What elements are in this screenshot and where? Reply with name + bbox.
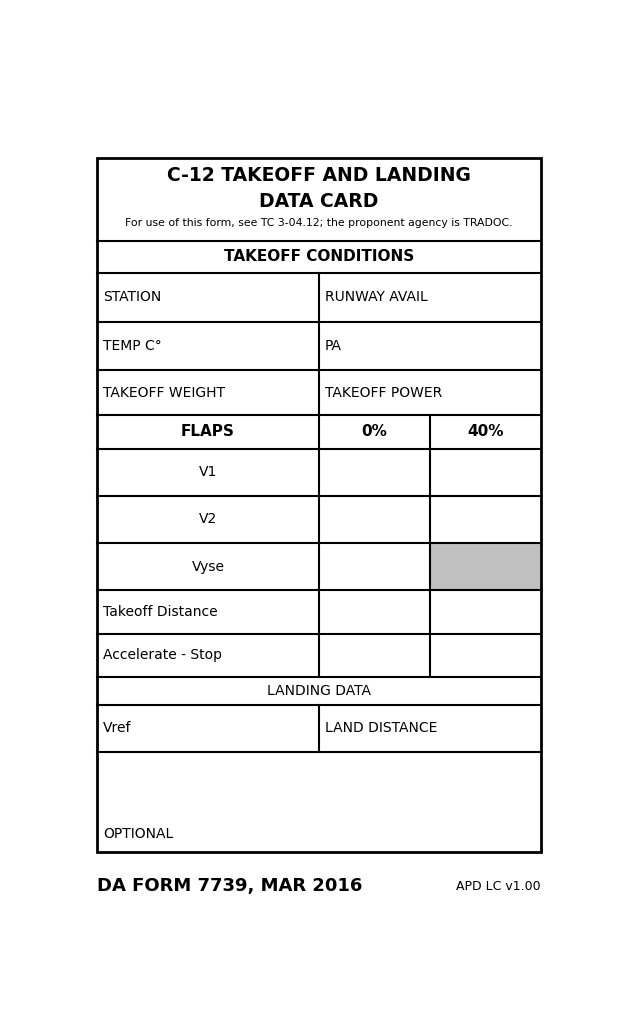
Text: C-12 TAKEOFF AND LANDING: C-12 TAKEOFF AND LANDING xyxy=(167,166,471,185)
Text: Vyse: Vyse xyxy=(192,560,225,573)
Text: FLAPS: FLAPS xyxy=(181,425,235,439)
Text: DATA CARD: DATA CARD xyxy=(259,193,378,211)
Text: PA: PA xyxy=(325,339,341,353)
Text: LANDING DATA: LANDING DATA xyxy=(267,684,371,698)
Bar xyxy=(430,543,541,591)
Text: TAKEOFF WEIGHT: TAKEOFF WEIGHT xyxy=(103,386,225,400)
Text: 0%: 0% xyxy=(361,425,387,439)
Text: LAND DISTANCE: LAND DISTANCE xyxy=(325,722,437,735)
Text: RUNWAY AVAIL: RUNWAY AVAIL xyxy=(325,290,427,304)
Text: V2: V2 xyxy=(199,512,217,526)
Text: TAKEOFF CONDITIONS: TAKEOFF CONDITIONS xyxy=(224,250,414,264)
Text: DA FORM 7739, MAR 2016: DA FORM 7739, MAR 2016 xyxy=(97,878,363,895)
Text: TEMP C°: TEMP C° xyxy=(103,339,162,353)
Text: TAKEOFF POWER: TAKEOFF POWER xyxy=(325,386,442,400)
Text: Accelerate - Stop: Accelerate - Stop xyxy=(103,648,222,663)
Text: Takeoff Distance: Takeoff Distance xyxy=(103,605,218,620)
Text: V1: V1 xyxy=(198,465,217,479)
Text: 40%: 40% xyxy=(467,425,503,439)
Text: OPTIONAL: OPTIONAL xyxy=(103,827,173,841)
Text: Vref: Vref xyxy=(103,722,131,735)
Text: APD LC v1.00: APD LC v1.00 xyxy=(456,880,541,893)
Bar xyxy=(97,159,541,852)
Text: For use of this form, see TC 3-04.12; the proponent agency is TRADOC.: For use of this form, see TC 3-04.12; th… xyxy=(125,218,513,228)
Text: STATION: STATION xyxy=(103,290,161,304)
